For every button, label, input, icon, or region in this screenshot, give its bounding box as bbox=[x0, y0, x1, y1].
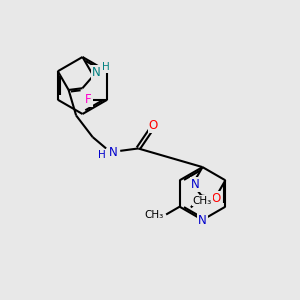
Text: N: N bbox=[92, 66, 101, 79]
Text: CH₃: CH₃ bbox=[145, 209, 164, 220]
Text: H: H bbox=[98, 150, 106, 160]
Text: O: O bbox=[211, 192, 220, 205]
Text: O: O bbox=[148, 119, 158, 132]
Text: F: F bbox=[85, 93, 92, 106]
Text: N: N bbox=[109, 146, 118, 159]
Text: N: N bbox=[191, 178, 200, 190]
Text: N: N bbox=[198, 214, 207, 227]
Text: CH₃: CH₃ bbox=[193, 196, 212, 206]
Text: H: H bbox=[102, 62, 110, 72]
